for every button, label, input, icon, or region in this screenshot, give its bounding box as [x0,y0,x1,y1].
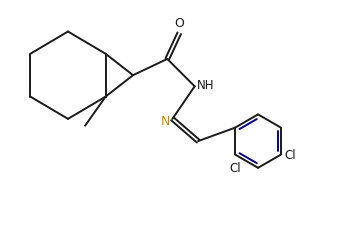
Text: NH: NH [197,79,215,92]
Text: O: O [174,17,184,30]
Text: Cl: Cl [285,148,296,161]
Text: N: N [160,115,170,128]
Text: Cl: Cl [229,161,241,174]
